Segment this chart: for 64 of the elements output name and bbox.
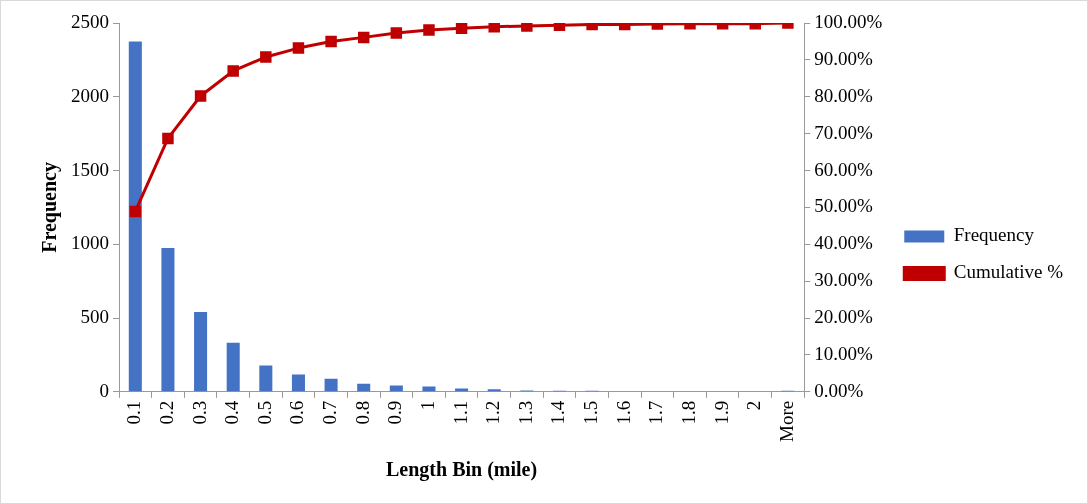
point <box>423 24 435 36</box>
x-tick-label: 0.2 <box>155 400 177 425</box>
y2-tick-label: 40.00% <box>814 232 873 254</box>
x-tick-label: 0.7 <box>319 400 341 425</box>
y2-tick-label: 60.00% <box>814 158 873 180</box>
x-tick-label: 1.2 <box>482 400 504 425</box>
y-tick-label: 1000 <box>71 232 109 254</box>
x-tick-label: 1.1 <box>449 400 471 425</box>
x-tick-label: 0.4 <box>221 400 243 425</box>
point <box>292 42 305 54</box>
x-tick-label: 1.5 <box>580 400 602 425</box>
x-tick-label: 0.6 <box>286 400 308 425</box>
bar <box>357 383 371 392</box>
x-tick-label: 1.8 <box>677 400 699 425</box>
legend-label: Frequency <box>953 224 1035 246</box>
y2-tick-label: 20.00% <box>814 306 873 328</box>
x-tick-label: 0.3 <box>188 400 210 425</box>
x-tick-label: 2 <box>743 400 765 411</box>
bar <box>128 41 142 392</box>
y2-tick-label: 30.00% <box>814 269 873 291</box>
y-tick-label: 2000 <box>71 84 109 106</box>
y2-tick-label: 80.00% <box>814 84 873 106</box>
bar <box>194 311 208 392</box>
point <box>390 27 403 39</box>
y-tick-label: 0 <box>99 379 109 401</box>
x-tick-label: 1.3 <box>514 400 536 425</box>
y-tick-label: 2500 <box>71 10 109 32</box>
bar <box>226 342 240 392</box>
bar <box>487 389 501 392</box>
x-tick-label: 1.4 <box>547 400 569 425</box>
y2-tick-label: 70.00% <box>814 121 873 143</box>
x-tick-label: 1.7 <box>645 400 667 425</box>
x-tick-label: More <box>775 400 797 442</box>
y-tick-label: 500 <box>80 306 109 328</box>
x-tick-label: 0.8 <box>351 400 373 425</box>
y2-tick-label: 100.00% <box>814 10 883 32</box>
point <box>194 90 207 102</box>
bar <box>324 378 338 392</box>
y-tick-label: 1500 <box>71 158 109 180</box>
point <box>325 35 337 48</box>
bar <box>291 374 305 392</box>
x-tick-label: 0.9 <box>384 400 406 425</box>
point <box>455 23 468 34</box>
x-axis-title: Length Bin (mile) <box>386 458 538 482</box>
y-axis-title: Frequency <box>38 162 62 253</box>
point <box>488 23 500 33</box>
point <box>521 23 533 32</box>
x-tick-label: 1 <box>416 400 438 411</box>
point <box>227 65 239 77</box>
y2-tick-label: 90.00% <box>814 47 873 69</box>
bar <box>161 248 175 392</box>
x-tick-label: 0.1 <box>123 400 145 425</box>
x-tick-label: 0.5 <box>253 400 275 425</box>
y2-tick-label: 50.00% <box>814 195 873 217</box>
point <box>162 132 174 145</box>
point <box>260 51 272 63</box>
y2-tick-label: 0.00% <box>814 379 864 401</box>
point <box>129 205 142 218</box>
x-tick-label: 1.6 <box>612 400 634 425</box>
x-tick-label: 1.9 <box>710 400 732 425</box>
bar <box>259 365 273 392</box>
y2-tick-label: 10.00% <box>814 342 873 364</box>
point <box>357 31 370 44</box>
legend-label: Cumulative % <box>953 261 1064 283</box>
